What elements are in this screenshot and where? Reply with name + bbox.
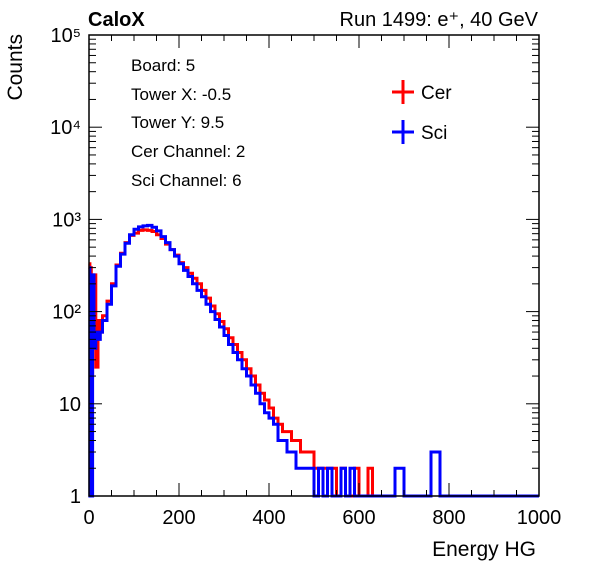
y-tick-label: 10⁵ bbox=[50, 25, 81, 47]
series-line-sci bbox=[88, 223, 539, 498]
axes: 0 200 400 600 800 1000 1 10 10² 10³ 10⁴ 10⁵ bbox=[50, 25, 561, 529]
chart-title-right: Run 1499: e⁺, 40 GeV bbox=[340, 9, 539, 31]
info-tower-x: Tower X: -0.5 bbox=[131, 85, 231, 104]
y-tick-label: 10² bbox=[52, 302, 81, 324]
y-axis-label: Counts bbox=[4, 34, 27, 101]
info-box: Board: 5 Tower X: -0.5 Tower Y: 9.5 Cer … bbox=[131, 56, 245, 190]
chart-title-left: CaloX bbox=[88, 9, 145, 31]
x-tick-label: 0 bbox=[83, 507, 94, 529]
y-tick-label: 10³ bbox=[52, 209, 81, 231]
legend-marker-cer bbox=[392, 80, 414, 104]
plot-frame bbox=[88, 34, 540, 497]
plot-area bbox=[88, 223, 539, 498]
legend-marker-sci bbox=[392, 120, 414, 144]
y-tick-label: 1 bbox=[70, 486, 81, 508]
series-line-cer bbox=[88, 228, 374, 498]
y-tick-label: 10 bbox=[59, 394, 81, 416]
info-sci-channel: Sci Channel: 6 bbox=[131, 171, 242, 190]
info-board: Board: 5 bbox=[131, 56, 195, 75]
x-tick-label: 1000 bbox=[517, 507, 562, 529]
legend-label-cer: Cer bbox=[421, 83, 452, 104]
x-tick-label: 400 bbox=[252, 507, 285, 529]
legend: Cer Sci bbox=[392, 80, 452, 144]
x-axis-label: Energy HG bbox=[432, 538, 536, 561]
x-tick-label: 600 bbox=[342, 507, 375, 529]
x-tick-label: 800 bbox=[432, 507, 465, 529]
info-cer-channel: Cer Channel: 2 bbox=[131, 142, 245, 161]
x-tick-label: 200 bbox=[162, 507, 195, 529]
y-tick-label: 10⁴ bbox=[50, 117, 81, 139]
legend-label-sci: Sci bbox=[421, 123, 447, 144]
info-tower-y: Tower Y: 9.5 bbox=[131, 113, 224, 132]
